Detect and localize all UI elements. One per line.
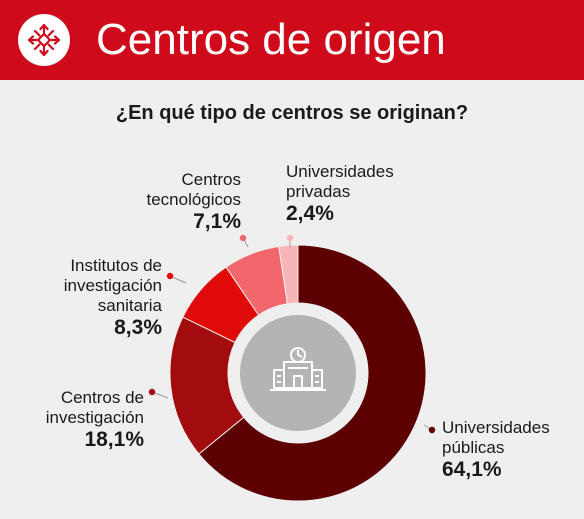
slice-label-line: investigación [45,408,144,427]
center-circle [240,315,356,431]
slice-label-0: Universidades públicas 64,1% [442,418,550,482]
chart-title: ¿En qué tipo de centros se originan? [115,102,469,124]
slice-value-label: 18,1% [84,428,144,451]
slice-label-4: Universidades privadas 2,4% [286,162,394,226]
leader-dot-3 [239,234,247,242]
slice-label-line: privadas [286,182,351,201]
pie-slice-0 [198,244,427,502]
slice-label-line: Centros [181,170,241,189]
leader-dot-4 [286,234,294,242]
header-bar: Centros de origen [0,0,584,80]
slice-label-line: sanitaria [97,296,162,315]
leader-dot-1 [148,388,156,396]
building-icon [270,347,326,391]
leader-dot-2 [166,272,174,280]
slice-label-line: investigación [63,276,162,295]
slice-value-label: 2,4% [286,202,334,225]
slice-label-2: Institutos de investigación sanitaria 8,3% [64,256,162,340]
slice-label-3: Centros tecnológicos 7,1% [146,170,241,234]
slice-label-line: tecnológicos [146,190,241,209]
page-title: Centros de origen [96,15,446,64]
slice-label-1: Centros de investigación 18,1% [46,388,144,452]
slice-label-line: Institutos de [70,256,162,275]
network-arrows-icon [18,14,70,66]
slice-value-label: 7,1% [193,210,241,233]
leader-dot-0 [428,426,436,434]
slice-value-label: 64,1% [442,458,502,481]
slice-label-line: públicas [442,438,505,457]
slice-label-line: Centros de [60,388,144,407]
slice-label-line: Universidades [286,162,394,181]
slice-value-label: 8,3% [114,316,162,339]
slice-label-line: Universidades [442,418,550,437]
